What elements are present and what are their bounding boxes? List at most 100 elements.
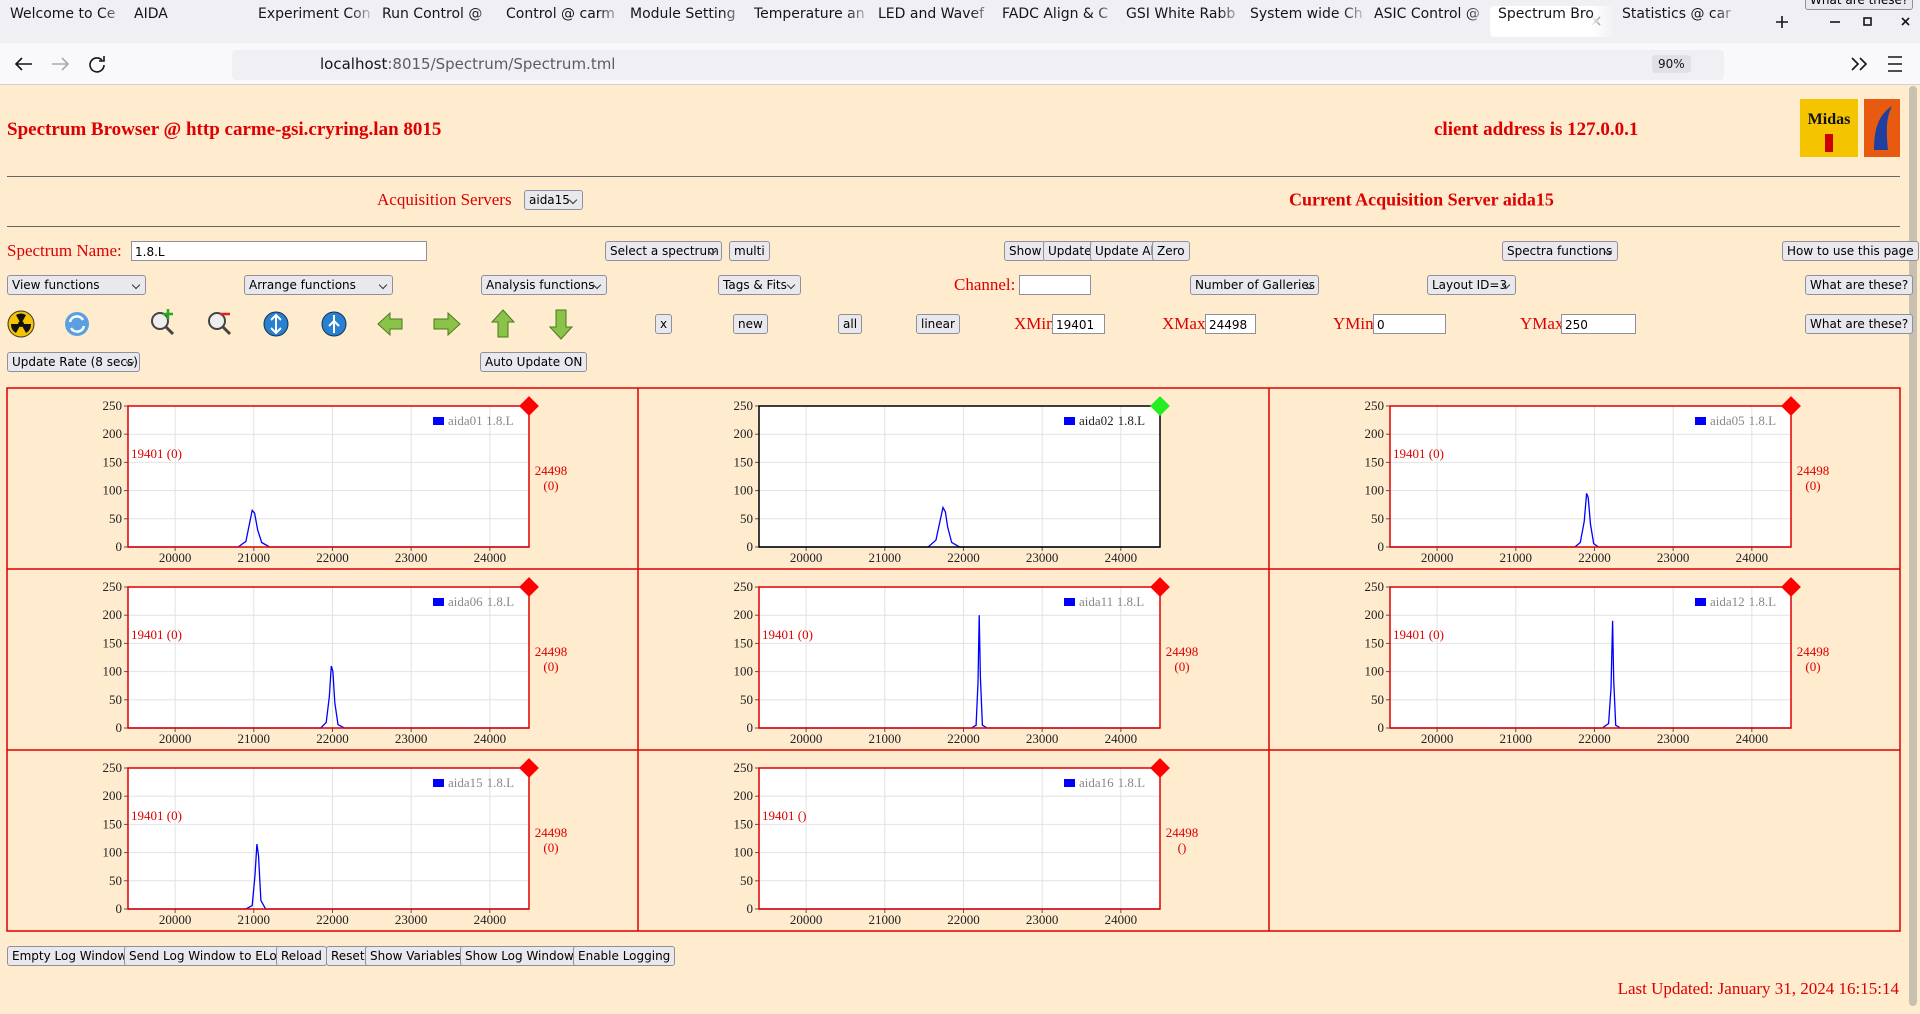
url[interactable]: localhost:8015/Spectrum/Spectrum.tml [320,55,615,73]
tab[interactable]: Experiment Con [258,6,371,22]
up-arrow[interactable] [490,309,516,338]
reload[interactable] [89,56,105,73]
tab[interactable]: AIDA [134,6,168,22]
menu[interactable] [1888,56,1902,72]
spectrum-line [759,615,1160,729]
auto-update[interactable]: Auto Update ON [480,352,588,372]
tab[interactable]: ASIC Control @ [1374,6,1480,22]
refresh-icon[interactable] [65,312,89,336]
spectrum-plot: 0 50 100 150 200 250 20000 21000 22000 23000 24000… [1365,577,1829,746]
tool-button[interactable]: x [655,314,673,334]
y-tick-label: 0 [1378,720,1385,735]
menu-select[interactable]: Arrange functions [244,275,393,295]
help-button[interactable]: What are these? [1805,275,1914,295]
tab[interactable]: Spectrum Bro [1490,6,1616,37]
zoom-in-icon[interactable] [151,309,175,336]
action-button[interactable]: Zero [1152,241,1190,261]
galleries-select[interactable]: Number of Galleries [1190,275,1319,295]
tab[interactable]: Welcome to Ce [10,6,116,22]
new-tab[interactable] [1776,16,1788,28]
tab[interactable]: Module Setting [630,6,736,22]
footer-button[interactable]: Show Variables [365,946,467,966]
select-spectrum[interactable]: Select a spectrum [605,241,722,261]
update-rate[interactable]: Update Rate (8 secs) [7,352,140,372]
right-arrow[interactable] [433,311,461,337]
tab[interactable]: Run Control @ [382,6,483,22]
help-button[interactable]: How to use this page [1782,241,1919,261]
server-select[interactable]: aida15 [524,190,583,210]
layout-select[interactable]: Layout ID=3 [1427,275,1516,295]
maximize[interactable] [1863,17,1872,26]
y-tick-label: 100 [103,483,123,498]
shrink-icon[interactable] [321,311,347,337]
legend-entry: aida11 1.8.L [1079,594,1144,609]
tool-button[interactable]: linear [916,314,960,334]
help-button[interactable]: What are these? [1805,0,1914,10]
overflow[interactable] [1851,57,1868,71]
footer-button[interactable]: Show Log Window [460,946,579,966]
footer-button[interactable]: Reset [326,946,370,966]
legend-label: 1.8.L [486,413,514,428]
tab[interactable]: LED and Wavef [878,6,985,22]
y-tick-label: 0 [747,539,754,554]
footer-button[interactable]: Send Log Window to ELog [124,946,290,966]
tool-button[interactable]: new [733,314,768,334]
ymax-input[interactable]: 250 [1561,314,1636,334]
zoom[interactable]: 90% [1652,55,1691,73]
x-tick-label: 22000 [316,731,349,746]
tab[interactable]: Statistics @ car [1622,6,1731,22]
radiation-icon[interactable] [7,310,35,338]
action-button[interactable]: Update [1043,241,1097,261]
forward[interactable] [52,57,70,71]
spectrum-line [1390,493,1791,548]
scrollbar[interactable] [1909,86,1917,1006]
xmin-label: XMin [1014,314,1055,333]
action-button[interactable]: Show [1004,241,1047,261]
expand-icon[interactable] [263,311,289,337]
tab[interactable]: Temperature an [754,6,865,22]
tab[interactable]: System wide Ch [1250,6,1363,22]
legend-label: 1.8.L [1118,413,1146,428]
channel-input[interactable] [1019,275,1091,295]
tab[interactable]: GSI White Rabb [1126,6,1236,22]
y-tick-label: 150 [103,635,123,650]
help-button[interactable]: What are these? [1805,314,1914,334]
x-tick-label: 24000 [474,912,507,927]
close-window[interactable] [1901,17,1910,26]
xmax-input[interactable]: 24498 [1205,314,1256,334]
down-arrow[interactable] [548,309,574,340]
back[interactable] [14,57,32,71]
tab[interactable]: FADC Align & C [1002,6,1109,22]
action-button[interactable]: Update All [1090,241,1163,261]
plot-area [759,768,1160,909]
footer-button[interactable]: Empty Log Window [7,946,133,966]
legend-swatch [1695,417,1706,425]
multi-button[interactable]: multi [729,241,770,261]
plot-frame [127,586,530,729]
spectra-functions[interactable]: Spectra functions [1502,241,1618,261]
x-tick-label: 22000 [316,912,349,927]
footer-button[interactable]: Reload [276,946,327,966]
logos: Midas [1800,99,1900,157]
spectrum-name-label: Spectrum Name: [7,241,122,260]
footer-button[interactable]: Enable Logging [573,946,676,966]
ymin-input[interactable]: 0 [1373,314,1446,334]
menu-select[interactable]: View functions [7,275,146,295]
tool-button[interactable]: all [838,314,863,334]
menu-select[interactable]: Tags & Fits [718,275,801,295]
spectrum-name-input[interactable]: 1.8.L [131,241,427,261]
left-arrow[interactable] [377,311,403,337]
page-title: Spectrum Browser @ http carme-gsi.cryrin… [7,119,442,140]
x-tick-label: 23000 [1657,731,1690,746]
zoom-out-icon[interactable] [208,312,232,336]
legend-swatch [433,779,444,787]
y-tick-label: 0 [747,901,754,916]
xmin-input[interactable]: 19401 [1052,314,1105,334]
logo-mark [1825,134,1833,152]
spectrum-plot: 0 50 100 150 200 250 20000 21000 22000 23000 24000… [734,577,1198,746]
url-box[interactable] [232,50,1724,80]
menu-select[interactable]: Analysis functions [481,275,607,295]
tab[interactable]: Control @ carm [506,6,615,22]
